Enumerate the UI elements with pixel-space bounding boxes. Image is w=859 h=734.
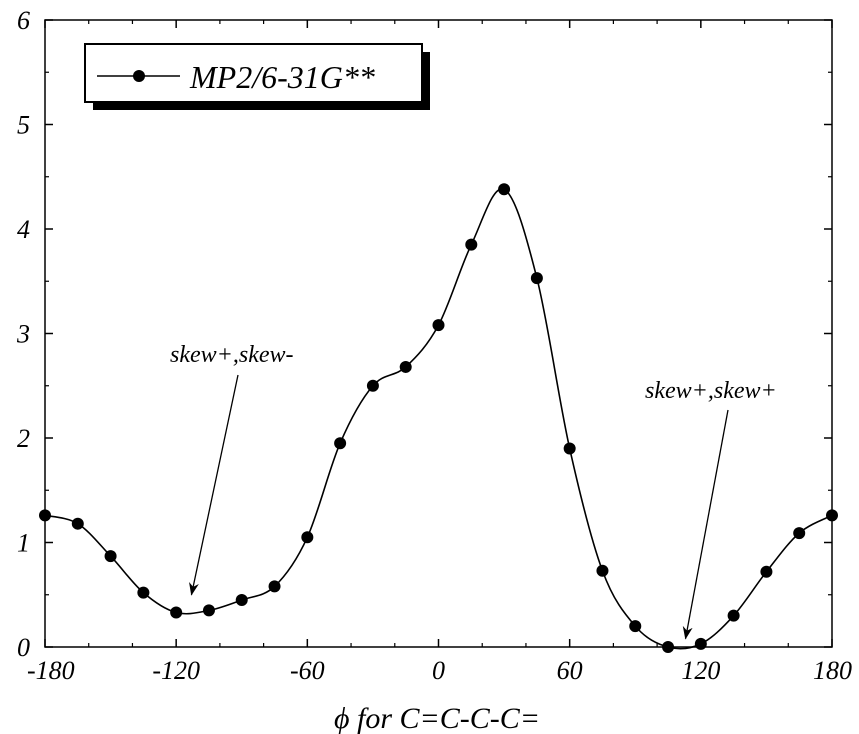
y-tick-label: 6 bbox=[17, 6, 30, 35]
data-point bbox=[170, 606, 183, 619]
data-point bbox=[202, 604, 215, 617]
data-point bbox=[629, 620, 642, 633]
data-point bbox=[694, 637, 707, 650]
x-tick-label: 60 bbox=[557, 656, 583, 685]
data-point bbox=[563, 442, 576, 455]
data-point bbox=[662, 641, 675, 653]
data-point bbox=[760, 565, 773, 578]
data-point bbox=[432, 319, 445, 332]
annotation-label: skew+,skew- bbox=[170, 342, 294, 368]
data-point bbox=[498, 183, 511, 196]
plot-frame bbox=[44, 19, 833, 648]
data-point bbox=[366, 379, 379, 392]
annotation-arrow bbox=[189, 374, 239, 596]
data-point bbox=[826, 509, 838, 522]
data-point bbox=[334, 437, 347, 450]
x-tick-label: 0 bbox=[432, 656, 445, 685]
data-point bbox=[530, 272, 543, 285]
annotations: skew+,skew-skew+,skew+ bbox=[170, 342, 777, 640]
x-tick-label: -60 bbox=[290, 656, 325, 685]
y-tick-label: 3 bbox=[16, 320, 30, 349]
y-tick-label: 0 bbox=[17, 633, 30, 662]
data-point bbox=[793, 527, 806, 540]
data-point bbox=[399, 360, 412, 373]
data-point bbox=[235, 593, 248, 606]
x-axis-label: ϕ for C=C-C-C= bbox=[334, 702, 540, 734]
axis-ticks: -180 -120 -60 0 60 120 180 0 1 2 3 4 5 6 bbox=[16, 6, 852, 685]
data-point bbox=[137, 586, 150, 599]
x-tick-label: -120 bbox=[152, 656, 200, 685]
x-tick-label: -180 bbox=[27, 656, 75, 685]
y-tick-label: 2 bbox=[17, 424, 30, 453]
legend-marker bbox=[133, 70, 145, 82]
data-point bbox=[268, 580, 281, 593]
annotation-label: skew+,skew+ bbox=[645, 378, 777, 404]
legend-label: MP2/6-31G** bbox=[189, 59, 375, 95]
annotation-arrow bbox=[682, 409, 729, 640]
x-tick-label: 180 bbox=[813, 656, 852, 685]
data-point bbox=[39, 509, 51, 522]
x-tick-label: 120 bbox=[681, 656, 720, 685]
data-point bbox=[104, 550, 117, 563]
series-line bbox=[44, 188, 833, 650]
data-point bbox=[301, 531, 314, 544]
y-tick-label: 1 bbox=[17, 529, 30, 558]
y-tick-label: 4 bbox=[17, 215, 30, 244]
y-tick-label: 5 bbox=[17, 111, 30, 140]
data-point bbox=[465, 238, 478, 251]
data-point bbox=[71, 517, 84, 530]
data-point bbox=[727, 609, 740, 622]
data-point bbox=[596, 564, 609, 577]
legend: MP2/6-31G** bbox=[84, 43, 430, 110]
series-points bbox=[39, 183, 838, 653]
